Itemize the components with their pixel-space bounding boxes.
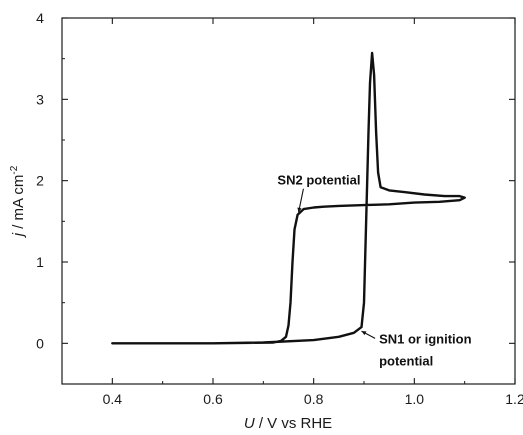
x-tick-label: 0.4 xyxy=(103,391,123,407)
x-tick-label: 0.8 xyxy=(304,391,324,407)
y-axis-label-rest: / mA cm xyxy=(10,175,27,233)
plot-frame xyxy=(61,17,516,385)
y-tick-label: 0 xyxy=(36,335,44,351)
annotation-arrowhead xyxy=(361,331,367,336)
x-tick-label: 1.0 xyxy=(405,391,425,407)
x-tick-label: 0.6 xyxy=(203,391,223,407)
annotation-label: potential xyxy=(379,353,433,368)
annotation-arrowhead xyxy=(297,207,302,213)
tick-labels: 0.4 0.6 0.8 1.0 1.2 0 1 2 3 4 xyxy=(36,10,523,407)
annotation-label: SN1 or ignition xyxy=(379,331,472,346)
x-axis-label-symbol: U xyxy=(244,415,255,432)
annotations: SN2 potential SN1 or ignition potential xyxy=(277,173,471,369)
x-axis-label-rest: / V vs RHE xyxy=(255,415,333,432)
y-axis-label-sup: -2 xyxy=(9,165,20,174)
x-axis-label: U / V vs RHE xyxy=(244,415,332,432)
annotation-label: SN2 potential xyxy=(277,173,360,188)
y-tick-label: 2 xyxy=(36,173,44,189)
x-tick-label: 1.2 xyxy=(505,391,523,407)
y-tick-label: 1 xyxy=(36,254,44,270)
y-tick-label: 4 xyxy=(36,10,44,26)
axis-ticks xyxy=(61,17,516,384)
y-axis-label: j / mA cm-2 xyxy=(9,165,27,238)
y-tick-label: 3 xyxy=(36,91,44,107)
series-line xyxy=(111,51,466,345)
y-axis-label-symbol: j xyxy=(10,232,27,238)
